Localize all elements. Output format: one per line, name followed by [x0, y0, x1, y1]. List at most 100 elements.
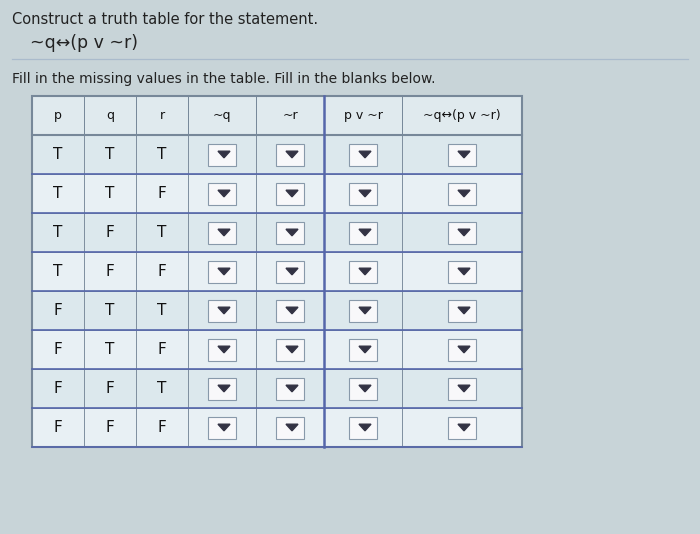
Bar: [32, 96, 84, 135]
Bar: [402, 174, 522, 213]
Text: T: T: [53, 264, 63, 279]
Polygon shape: [286, 229, 298, 236]
Text: T: T: [105, 342, 115, 357]
Text: F: F: [106, 420, 114, 435]
Bar: [188, 369, 256, 408]
Bar: [324, 369, 402, 408]
Bar: [349, 183, 377, 205]
Polygon shape: [359, 268, 371, 275]
Bar: [324, 330, 402, 369]
Bar: [256, 96, 324, 135]
Bar: [324, 213, 402, 252]
Polygon shape: [286, 346, 298, 353]
Bar: [324, 96, 402, 135]
Bar: [136, 330, 188, 369]
Bar: [84, 174, 136, 213]
Bar: [448, 222, 476, 244]
Polygon shape: [458, 229, 470, 236]
Bar: [256, 135, 324, 174]
Text: F: F: [54, 420, 62, 435]
Bar: [256, 291, 324, 330]
Polygon shape: [218, 229, 230, 236]
Bar: [32, 135, 84, 174]
Bar: [324, 135, 402, 174]
Bar: [256, 408, 324, 447]
Bar: [188, 135, 256, 174]
Text: F: F: [158, 420, 167, 435]
Bar: [136, 291, 188, 330]
Text: ~q↔(p v ~r): ~q↔(p v ~r): [30, 34, 138, 52]
Bar: [276, 144, 304, 166]
Text: T: T: [158, 303, 167, 318]
Polygon shape: [286, 307, 298, 314]
Bar: [84, 408, 136, 447]
Bar: [448, 417, 476, 438]
Bar: [32, 96, 522, 447]
Bar: [448, 183, 476, 205]
Bar: [256, 330, 324, 369]
Polygon shape: [218, 268, 230, 275]
Bar: [188, 408, 256, 447]
Bar: [276, 183, 304, 205]
Bar: [402, 330, 522, 369]
Polygon shape: [458, 346, 470, 353]
Bar: [208, 378, 236, 399]
Bar: [276, 222, 304, 244]
Bar: [256, 369, 324, 408]
Bar: [349, 261, 377, 282]
Polygon shape: [286, 268, 298, 275]
Text: T: T: [158, 147, 167, 162]
Bar: [32, 330, 84, 369]
Polygon shape: [359, 307, 371, 314]
Polygon shape: [359, 229, 371, 236]
Polygon shape: [359, 385, 371, 392]
Bar: [136, 174, 188, 213]
Bar: [136, 135, 188, 174]
Text: T: T: [158, 381, 167, 396]
Polygon shape: [218, 424, 230, 431]
Bar: [32, 408, 84, 447]
Text: T: T: [53, 225, 63, 240]
Bar: [402, 252, 522, 291]
Bar: [448, 144, 476, 166]
Bar: [84, 135, 136, 174]
Polygon shape: [359, 424, 371, 431]
Bar: [208, 183, 236, 205]
Bar: [84, 252, 136, 291]
Bar: [276, 417, 304, 438]
Polygon shape: [458, 307, 470, 314]
Text: T: T: [53, 186, 63, 201]
Bar: [402, 135, 522, 174]
Bar: [32, 252, 84, 291]
Polygon shape: [359, 190, 371, 197]
Bar: [208, 417, 236, 438]
Bar: [84, 213, 136, 252]
Text: F: F: [106, 264, 114, 279]
Polygon shape: [359, 151, 371, 158]
Bar: [276, 300, 304, 321]
Text: T: T: [105, 303, 115, 318]
Bar: [136, 408, 188, 447]
Polygon shape: [458, 151, 470, 158]
Polygon shape: [458, 424, 470, 431]
Text: F: F: [158, 186, 167, 201]
Bar: [188, 330, 256, 369]
Polygon shape: [458, 190, 470, 197]
Polygon shape: [218, 346, 230, 353]
Bar: [349, 339, 377, 360]
Bar: [188, 174, 256, 213]
Text: F: F: [54, 342, 62, 357]
Polygon shape: [458, 385, 470, 392]
Text: F: F: [54, 381, 62, 396]
Text: Construct a truth table for the statement.: Construct a truth table for the statemen…: [12, 12, 318, 27]
Bar: [208, 144, 236, 166]
Bar: [84, 291, 136, 330]
Bar: [32, 369, 84, 408]
Bar: [402, 96, 522, 135]
Bar: [448, 378, 476, 399]
Bar: [324, 174, 402, 213]
Polygon shape: [218, 151, 230, 158]
Polygon shape: [286, 151, 298, 158]
Bar: [188, 291, 256, 330]
Bar: [324, 252, 402, 291]
